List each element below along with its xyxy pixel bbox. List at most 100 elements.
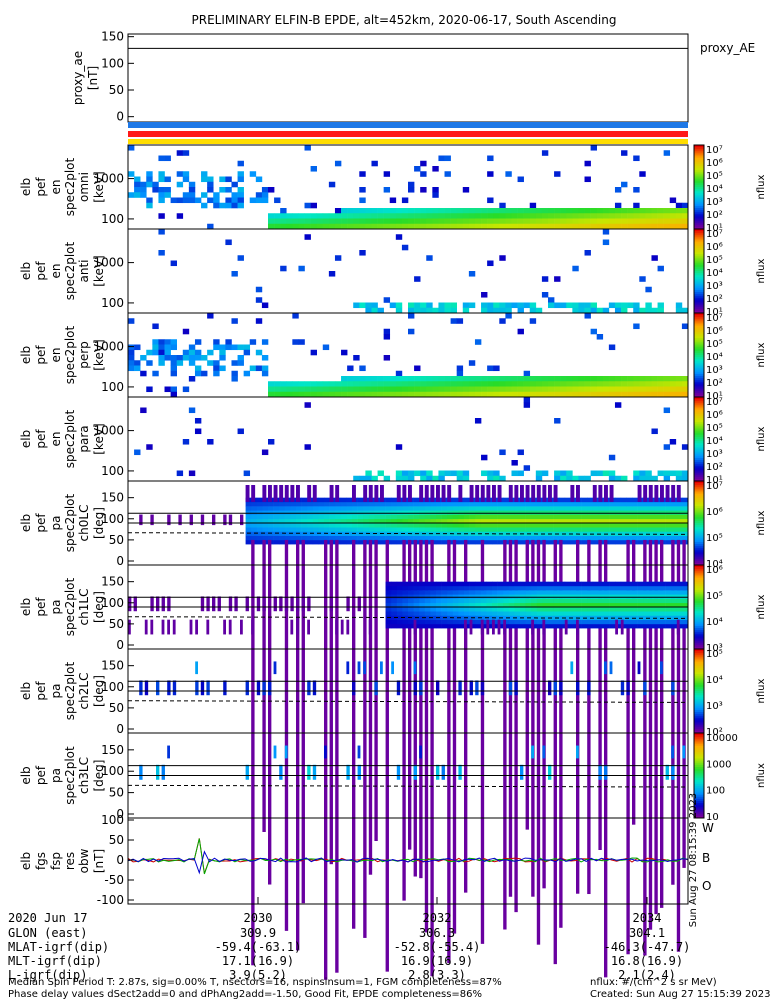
y-axis-label-part: elb bbox=[19, 346, 33, 364]
heatmap-cell bbox=[520, 514, 526, 520]
heatmap-cell bbox=[665, 539, 672, 545]
heatmap-cell bbox=[231, 370, 238, 377]
heatmap-cell bbox=[408, 590, 414, 595]
colorbar-cell bbox=[694, 392, 704, 396]
heatmap-cell bbox=[251, 501, 258, 507]
colorbar-cell bbox=[694, 233, 704, 236]
heatmap-cell bbox=[231, 202, 238, 209]
heatmap-cell bbox=[536, 619, 543, 625]
heatmap-cell bbox=[458, 581, 465, 587]
heatmap-cell bbox=[620, 607, 627, 612]
heatmap-cell bbox=[487, 223, 494, 230]
heatmap-cell bbox=[560, 213, 567, 219]
heatmap-cell bbox=[481, 292, 488, 298]
heatmap-cell bbox=[587, 535, 594, 541]
heatmap-cell bbox=[452, 501, 459, 507]
heatmap-cell bbox=[328, 271, 336, 277]
heatmap-cell bbox=[128, 365, 135, 372]
heatmap-cell bbox=[492, 510, 498, 515]
heatmap-cell bbox=[447, 602, 454, 608]
heatmap-cell bbox=[256, 680, 261, 696]
heatmap-cell bbox=[312, 535, 319, 541]
heatmap-cell bbox=[620, 527, 627, 532]
heatmap-cell bbox=[492, 619, 498, 625]
heatmap-cell bbox=[480, 527, 487, 532]
heatmap-cell bbox=[669, 197, 677, 204]
heatmap-cell bbox=[590, 391, 597, 398]
heatmap-cell bbox=[469, 623, 476, 629]
heatmap-cell bbox=[146, 349, 153, 356]
heatmap-cell bbox=[535, 386, 543, 393]
colorbar-tick: 10⁴ bbox=[706, 436, 723, 447]
heatmap-cell bbox=[414, 381, 421, 387]
heatmap-cell bbox=[590, 470, 597, 477]
heatmap-cell bbox=[651, 386, 658, 393]
heatmap-cell bbox=[161, 619, 165, 635]
heatmap-cell bbox=[637, 590, 644, 595]
heatmap-cell bbox=[139, 680, 143, 696]
colorbar-cell bbox=[694, 527, 704, 530]
heatmap-cell bbox=[660, 611, 666, 616]
heatmap-cell bbox=[584, 376, 591, 382]
heatmap-cell bbox=[452, 602, 459, 608]
heatmap-cell bbox=[424, 506, 431, 511]
heatmap-cell bbox=[669, 218, 677, 225]
heatmap-cell bbox=[469, 514, 476, 520]
heatmap-cell bbox=[401, 197, 409, 204]
heatmap-cell bbox=[363, 539, 367, 938]
heatmap-cell bbox=[475, 619, 482, 625]
colorbar-cell bbox=[694, 638, 704, 642]
heatmap-cell bbox=[383, 213, 391, 219]
heatmap-cell bbox=[279, 535, 286, 541]
heatmap-cell bbox=[637, 585, 644, 591]
heatmap-cell bbox=[637, 607, 644, 612]
heatmap-cell bbox=[493, 208, 500, 214]
y-axis-label-part: pef bbox=[34, 765, 48, 785]
heatmap-cell bbox=[511, 391, 518, 398]
heatmap-cell bbox=[542, 485, 547, 502]
heatmap-cell bbox=[481, 302, 488, 309]
heatmap-cell bbox=[462, 218, 470, 225]
heatmap-cell bbox=[520, 485, 524, 502]
heatmap-cell bbox=[645, 302, 652, 309]
colorbar-cell bbox=[694, 567, 704, 570]
heatmap-cell bbox=[620, 680, 625, 696]
heatmap-cell bbox=[274, 386, 281, 393]
heatmap-cell bbox=[426, 208, 433, 214]
heatmap-cell bbox=[531, 539, 535, 897]
heatmap-cell bbox=[312, 501, 319, 507]
heatmap-cell bbox=[396, 594, 403, 599]
heatmap-cell bbox=[273, 531, 280, 536]
heatmap-cell bbox=[458, 535, 465, 541]
heatmap-cell bbox=[578, 218, 585, 225]
heatmap-cell bbox=[486, 527, 493, 532]
colorbar-cell bbox=[694, 403, 704, 406]
heatmap-cell bbox=[548, 535, 554, 541]
heatmap-cell bbox=[608, 302, 616, 309]
heatmap-cell bbox=[531, 523, 538, 528]
heatmap-cell bbox=[648, 594, 655, 599]
heatmap-cell bbox=[654, 623, 661, 629]
heatmap-cell bbox=[256, 518, 263, 524]
heatmap-cell bbox=[170, 339, 177, 345]
heatmap-cell bbox=[468, 213, 476, 219]
y-axis-label-part: elb bbox=[19, 682, 33, 700]
heatmap-cell bbox=[307, 501, 314, 507]
heatmap-cell bbox=[548, 302, 555, 309]
heatmap-cell bbox=[503, 602, 510, 608]
heatmap-cell bbox=[503, 619, 506, 635]
heatmap-cell bbox=[559, 581, 566, 587]
heatmap-cell bbox=[581, 514, 588, 520]
heatmap-cell bbox=[170, 344, 177, 351]
colorbar-cell bbox=[694, 552, 704, 555]
heatmap-cell bbox=[152, 344, 159, 351]
heatmap-cell bbox=[383, 171, 391, 177]
colorbar-cell bbox=[694, 197, 704, 201]
heatmap-cell bbox=[654, 585, 661, 591]
heatmap-cell bbox=[158, 176, 165, 183]
heatmap-cell bbox=[346, 661, 350, 675]
heatmap-cell bbox=[245, 527, 252, 532]
heatmap-cell bbox=[535, 208, 543, 214]
colorbar-cell bbox=[694, 803, 704, 806]
heatmap-cell bbox=[194, 418, 202, 424]
